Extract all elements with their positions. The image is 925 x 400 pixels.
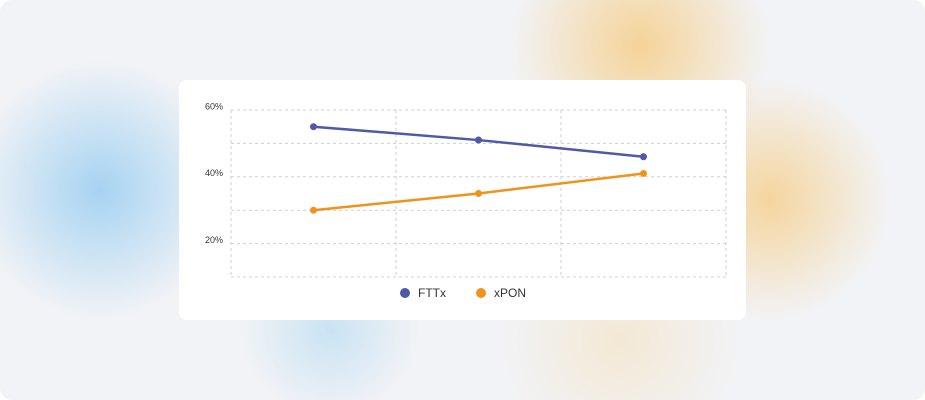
data-point — [640, 169, 647, 177]
data-point — [475, 190, 482, 197]
data-point — [475, 136, 482, 144]
data-point — [310, 123, 317, 131]
y-tick-label: 20% — [205, 235, 223, 245]
y-tick-label: 40% — [205, 168, 223, 178]
legend-label: FTTx — [418, 286, 446, 300]
data-point — [640, 153, 647, 161]
data-point — [310, 206, 317, 214]
legend-marker — [476, 288, 486, 298]
chart-card — [179, 80, 746, 320]
legend: FTTx xPON — [400, 286, 526, 300]
y-tick-label: 60% — [205, 101, 223, 111]
legend-marker — [400, 288, 410, 298]
legend-label: xPON — [494, 286, 526, 300]
